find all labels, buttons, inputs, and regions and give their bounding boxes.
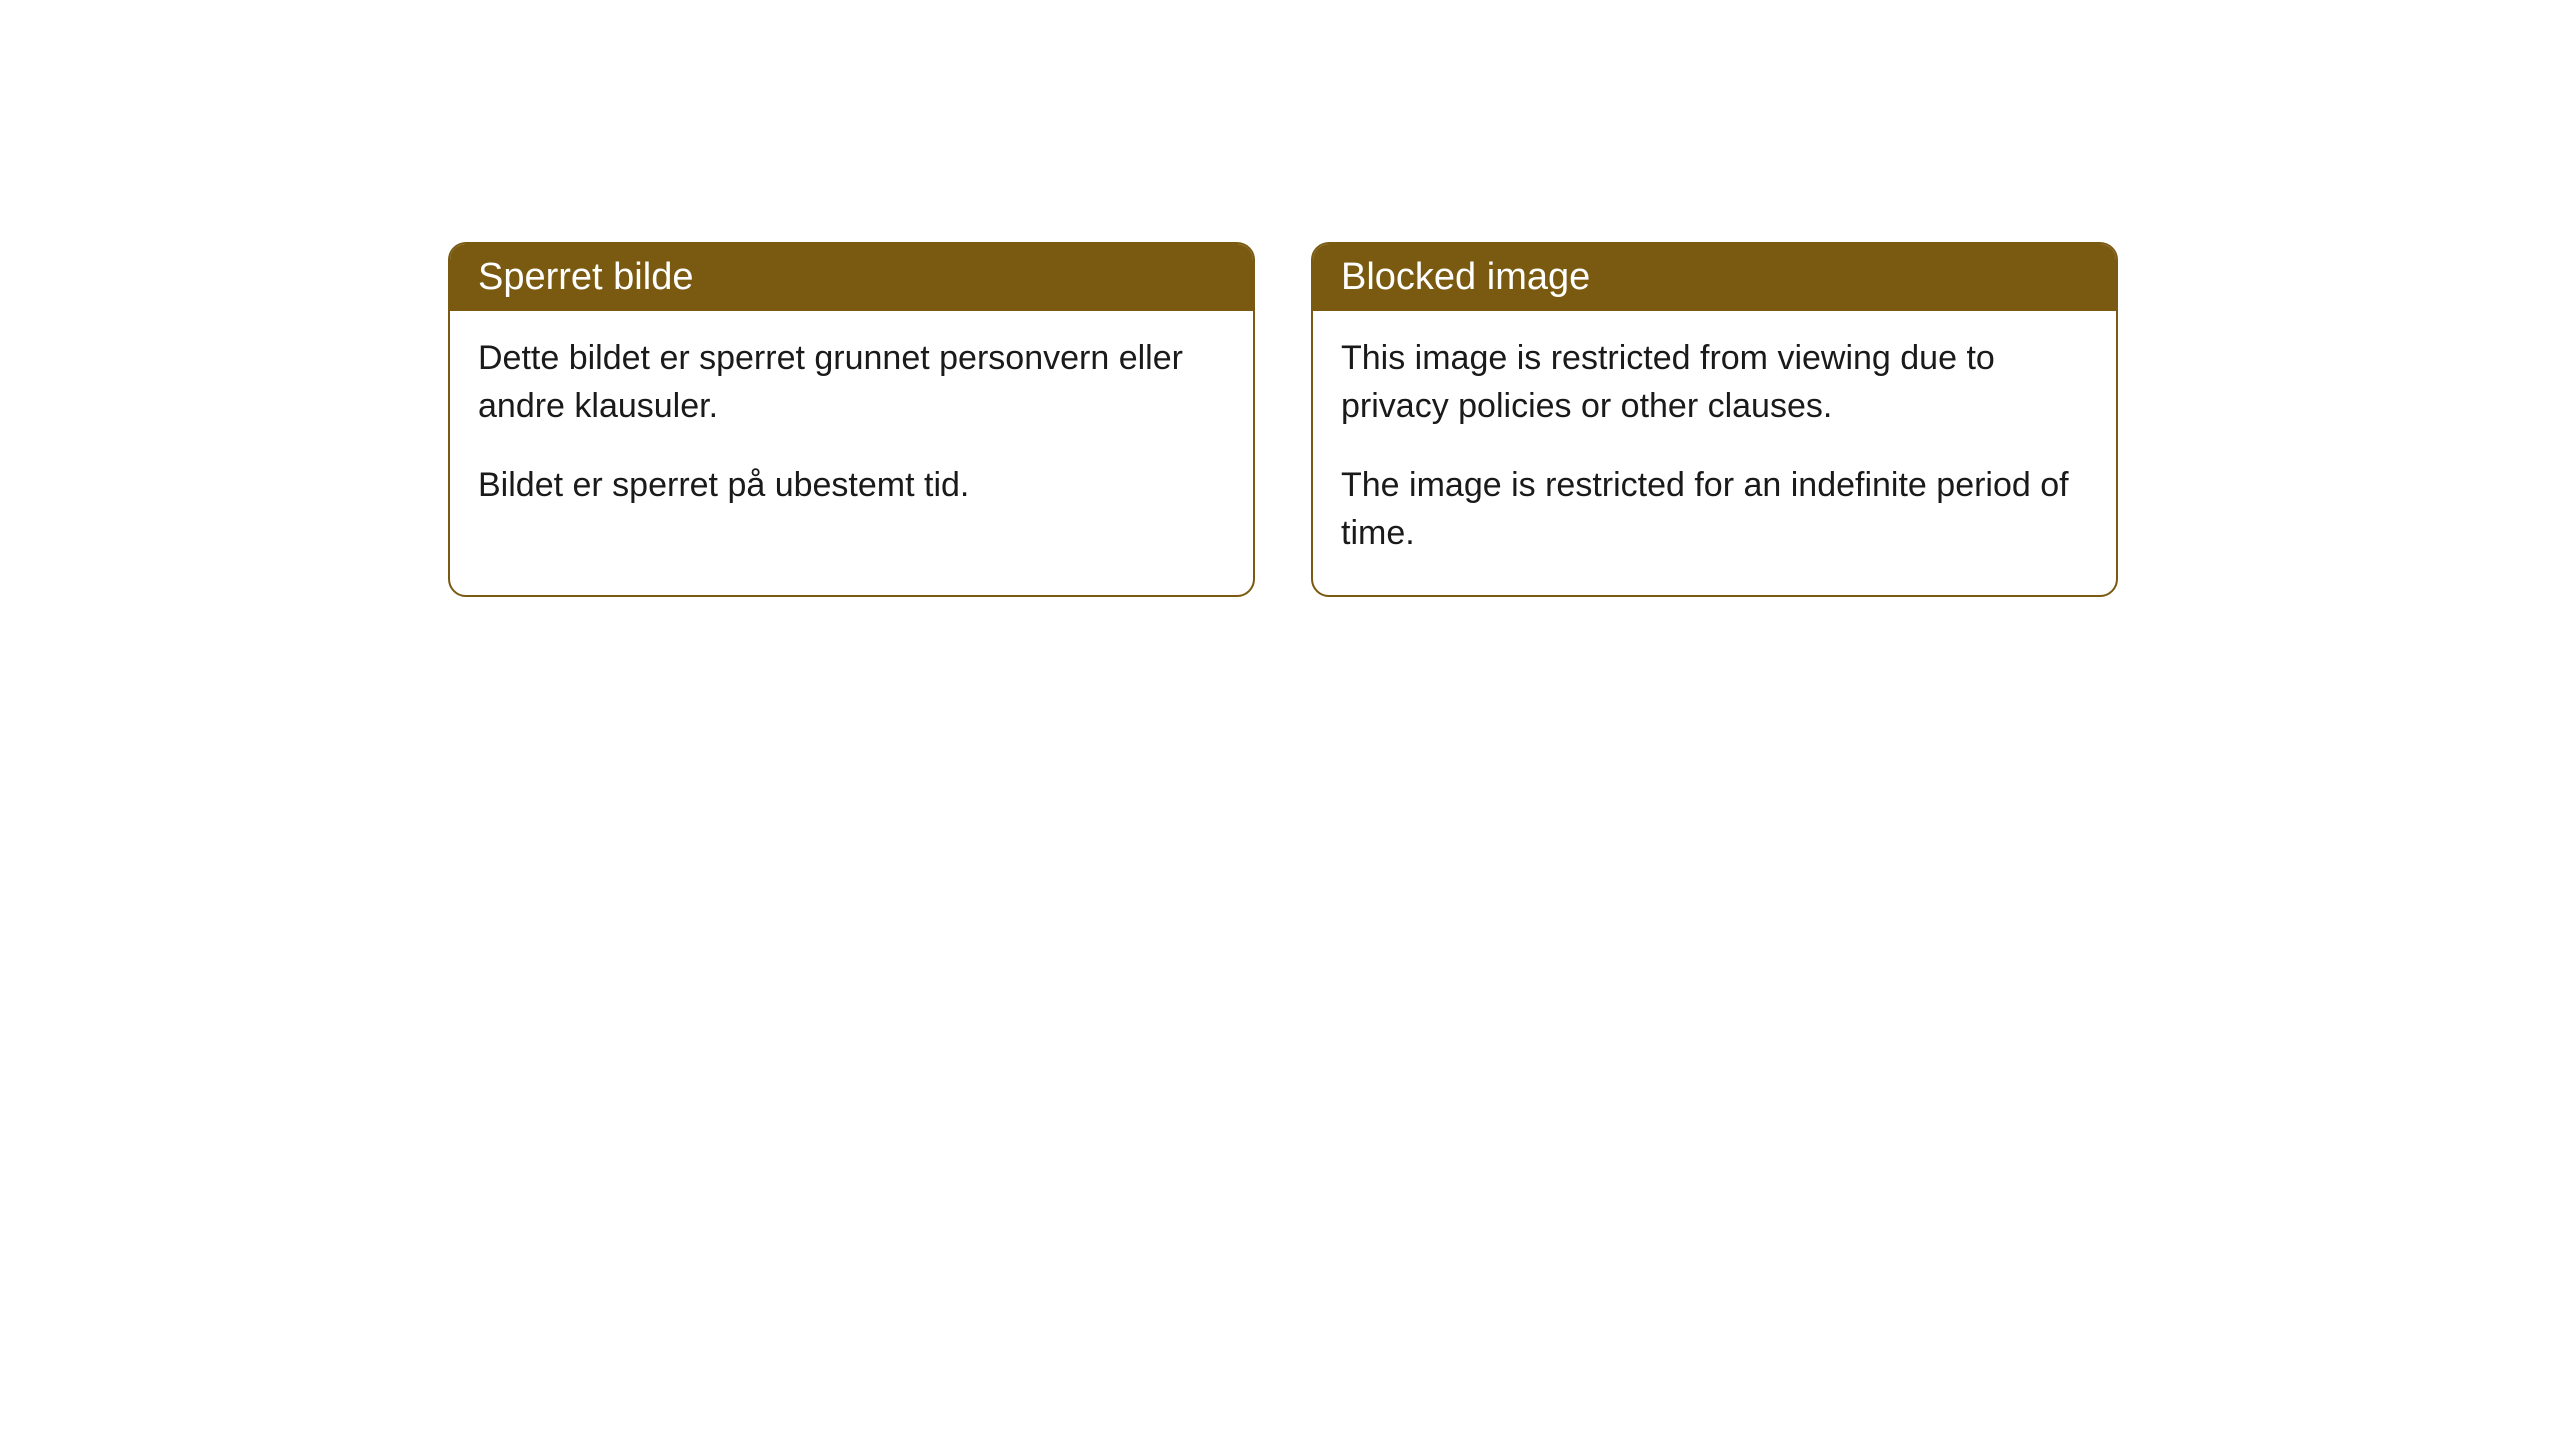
card-paragraph: Bildet er sperret på ubestemt tid. [478, 462, 1225, 510]
card-body: Dette bildet er sperret grunnet personve… [450, 311, 1253, 548]
notice-container: Sperret bilde Dette bildet er sperret gr… [0, 0, 2560, 597]
card-paragraph: The image is restricted for an indefinit… [1341, 462, 2088, 557]
notice-card-english: Blocked image This image is restricted f… [1311, 242, 2118, 597]
card-paragraph: Dette bildet er sperret grunnet personve… [478, 335, 1225, 430]
card-paragraph: This image is restricted from viewing du… [1341, 335, 2088, 430]
card-title: Blocked image [1341, 256, 1590, 298]
card-header: Blocked image [1313, 244, 2116, 311]
card-header: Sperret bilde [450, 244, 1253, 311]
card-body: This image is restricted from viewing du… [1313, 311, 2116, 595]
notice-card-norwegian: Sperret bilde Dette bildet er sperret gr… [448, 242, 1255, 597]
card-title: Sperret bilde [478, 256, 693, 298]
